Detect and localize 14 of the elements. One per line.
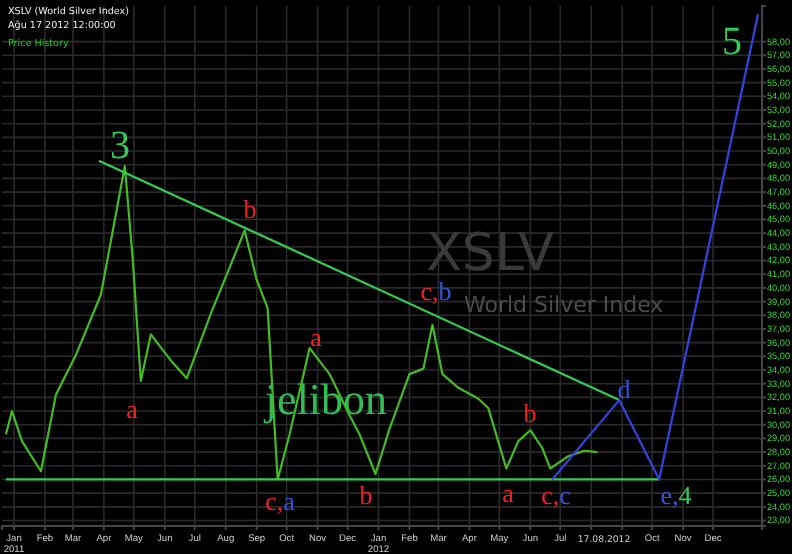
annotation: c,a bbox=[265, 485, 296, 516]
annotation: b bbox=[243, 193, 257, 224]
annotation: b bbox=[359, 479, 373, 510]
annotation: c,c bbox=[541, 479, 572, 510]
annotation: a bbox=[126, 393, 139, 424]
annotation: a bbox=[502, 477, 515, 508]
annotation: b bbox=[523, 397, 537, 428]
annotation: 5 bbox=[722, 19, 742, 64]
annotation: World Silver Index bbox=[464, 292, 665, 318]
annotation: e,4 bbox=[660, 479, 693, 510]
annotation: 3 bbox=[110, 123, 130, 168]
annotation: d bbox=[617, 373, 632, 404]
annotation: a bbox=[310, 321, 323, 352]
line-series bbox=[4, 165, 599, 481]
